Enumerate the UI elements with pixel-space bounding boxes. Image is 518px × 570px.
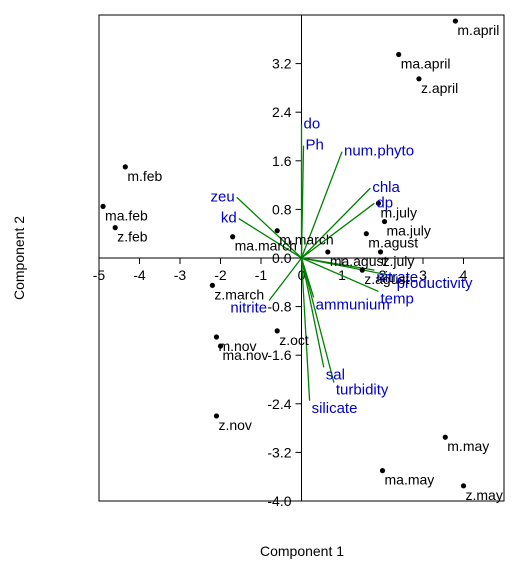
point-label-m-april: m.april xyxy=(457,22,499,38)
vector-label-chla: chla xyxy=(372,179,400,196)
point-m-nov xyxy=(213,334,220,340)
x-tick-label: -1 xyxy=(255,267,268,283)
x-tick-label: -4 xyxy=(133,267,146,283)
vector-label-silicate: silicate xyxy=(312,400,358,417)
point-m-agust xyxy=(363,231,369,237)
x-tick-label: -2 xyxy=(214,267,227,283)
y-tick-label: 2.4 xyxy=(272,104,292,120)
point-ma-july xyxy=(381,218,388,225)
point-ma-feb xyxy=(100,203,106,209)
point-ma-may xyxy=(379,468,386,474)
point-z-may xyxy=(460,483,467,489)
vector-label-temp: temp xyxy=(380,290,413,307)
point-label-m-march: m.march xyxy=(279,232,333,248)
point-ma-april xyxy=(396,51,402,58)
loading-vector-turbidity xyxy=(300,257,335,383)
vector-label-sal: sal xyxy=(326,366,345,383)
point-m-may xyxy=(442,434,448,440)
y-tick-label: -4.0 xyxy=(267,493,291,509)
x-tick-label: 0 xyxy=(298,267,306,283)
x-tick-label: -3 xyxy=(174,267,187,283)
vector-label-do: do xyxy=(304,115,321,132)
point-label-m-agust: m.agust xyxy=(368,235,418,251)
point-label-m-july: m.july xyxy=(380,204,417,220)
point-z-oct xyxy=(274,328,280,334)
loading-vector-temp xyxy=(301,257,379,293)
vector-label-num-phyto: num.phyto xyxy=(344,143,414,160)
loading-vector-num-phyto xyxy=(300,151,343,259)
y-tick-label: 1.6 xyxy=(272,153,292,169)
point-z-march xyxy=(209,282,215,288)
point-label-ma-april: ma.april xyxy=(401,55,451,71)
y-tick-label: -1.6 xyxy=(267,347,291,363)
y-tick-label: 3.2 xyxy=(272,56,292,72)
y-tick-label: -2.4 xyxy=(267,396,291,412)
point-label-ma-july: ma.july xyxy=(387,223,431,239)
vector-label-nitrate: nitrate xyxy=(376,269,418,286)
loading-vector-chla xyxy=(301,187,371,259)
point-z-agust xyxy=(359,267,365,273)
point-m-april xyxy=(452,18,458,24)
point-m-march xyxy=(274,228,280,234)
point-ma-nov xyxy=(217,343,224,349)
vector-label-dp: dp xyxy=(376,194,393,211)
point-label-ma-may: ma.may xyxy=(385,472,435,488)
point-m-feb xyxy=(122,164,128,170)
point-label-z-may: z.may xyxy=(466,487,503,503)
x-tick-label: 4 xyxy=(460,267,468,283)
y-tick-label: -3.2 xyxy=(267,444,291,460)
x-tick-label: -5 xyxy=(93,267,106,283)
x-tick-label: 3 xyxy=(419,267,427,283)
vector-label-kd: kd xyxy=(221,210,237,227)
loading-vector-sal xyxy=(300,257,325,368)
loading-vector-zeu xyxy=(236,196,302,259)
x-axis-title: Component 1 xyxy=(260,543,344,559)
point-z-nov xyxy=(213,413,220,419)
observation-points xyxy=(100,18,467,489)
vector-label-turbidity: turbidity xyxy=(336,382,389,399)
x-tick-label: 2 xyxy=(379,267,387,283)
point-label-ma-feb: ma.feb xyxy=(105,207,148,223)
point-label-z-nov: z.nov xyxy=(218,417,251,433)
point-label-z-march: z.march xyxy=(214,286,264,302)
vector-label-ammunium: ammunium xyxy=(316,296,390,313)
point-label-m-may: m.may xyxy=(447,438,489,454)
point-label-ma-agust: ma.agust xyxy=(330,253,388,269)
point-label-z-feb: z.feb xyxy=(117,229,148,245)
point-label-ma-nov: ma.nov xyxy=(223,347,269,363)
y-tick-label: -0.8 xyxy=(267,299,291,315)
loading-vector-dp xyxy=(301,202,375,259)
point-label-m-feb: m.feb xyxy=(127,168,162,184)
vector-label-zeu: zeu xyxy=(211,188,235,205)
loading-vector-Ph xyxy=(300,145,305,259)
point-z-feb xyxy=(112,225,118,231)
y-tick-label: 0.0 xyxy=(272,250,292,266)
loading-vector-silicate xyxy=(300,257,311,401)
vector-label-nitrite: nitrite xyxy=(230,300,267,317)
point-label-z-agust: z.agust xyxy=(364,271,409,287)
axes: -5-4-3-2-101234-4.0-3.2-2.4-1.6-0.80.00.… xyxy=(93,15,504,509)
point-ma-agust xyxy=(325,249,331,255)
loading-vector-productivity xyxy=(301,257,395,277)
point-label-z-oct: z.oct xyxy=(279,332,309,348)
y-tick-label: 0.8 xyxy=(272,201,292,217)
point-z-april xyxy=(416,76,422,82)
loading-vectors xyxy=(236,124,395,401)
vector-label-productivity: productivity xyxy=(397,275,473,292)
point-z-july xyxy=(377,249,384,255)
point-label-ma-march: ma.march xyxy=(235,238,297,254)
point-label-m-nov: m.nov xyxy=(218,338,256,354)
vector-label-Ph: Ph xyxy=(306,137,324,154)
point-ma-march xyxy=(230,234,236,240)
point-label-z-april: z.april xyxy=(421,80,458,96)
point-m-july xyxy=(375,200,382,206)
loading-vector-kd xyxy=(238,217,302,259)
point-label-z-july: z.july xyxy=(382,253,414,269)
y-axis-title: Component 2 xyxy=(11,216,27,300)
loading-vector-nitrite xyxy=(268,257,303,301)
